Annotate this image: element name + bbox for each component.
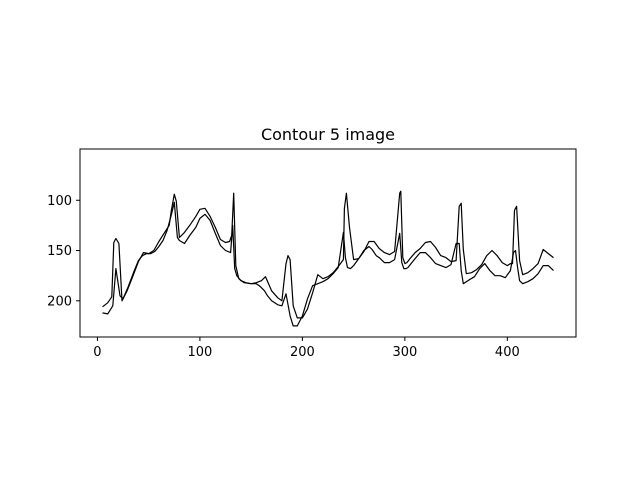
series-layer — [102, 190, 554, 327]
x-tick-label: 300 — [392, 345, 417, 360]
plot-frame — [79, 148, 577, 338]
x-tick-label: 100 — [187, 345, 212, 360]
y-tick-label: 150 — [47, 244, 72, 259]
x-axis: 0 100 200 300 400 — [93, 337, 520, 360]
x-tick-label: 200 — [290, 345, 315, 360]
y-tick-label: 100 — [47, 194, 72, 209]
chart-title: Contour 5 image — [261, 125, 395, 144]
x-tick-label: 0 — [93, 345, 101, 360]
y-axis: 100 150 200 — [47, 194, 80, 309]
x-tick-label: 400 — [495, 345, 520, 360]
y-tick-label: 200 — [47, 294, 72, 309]
contour-series-2 — [102, 190, 554, 319]
contour-series-1 — [102, 201, 554, 327]
